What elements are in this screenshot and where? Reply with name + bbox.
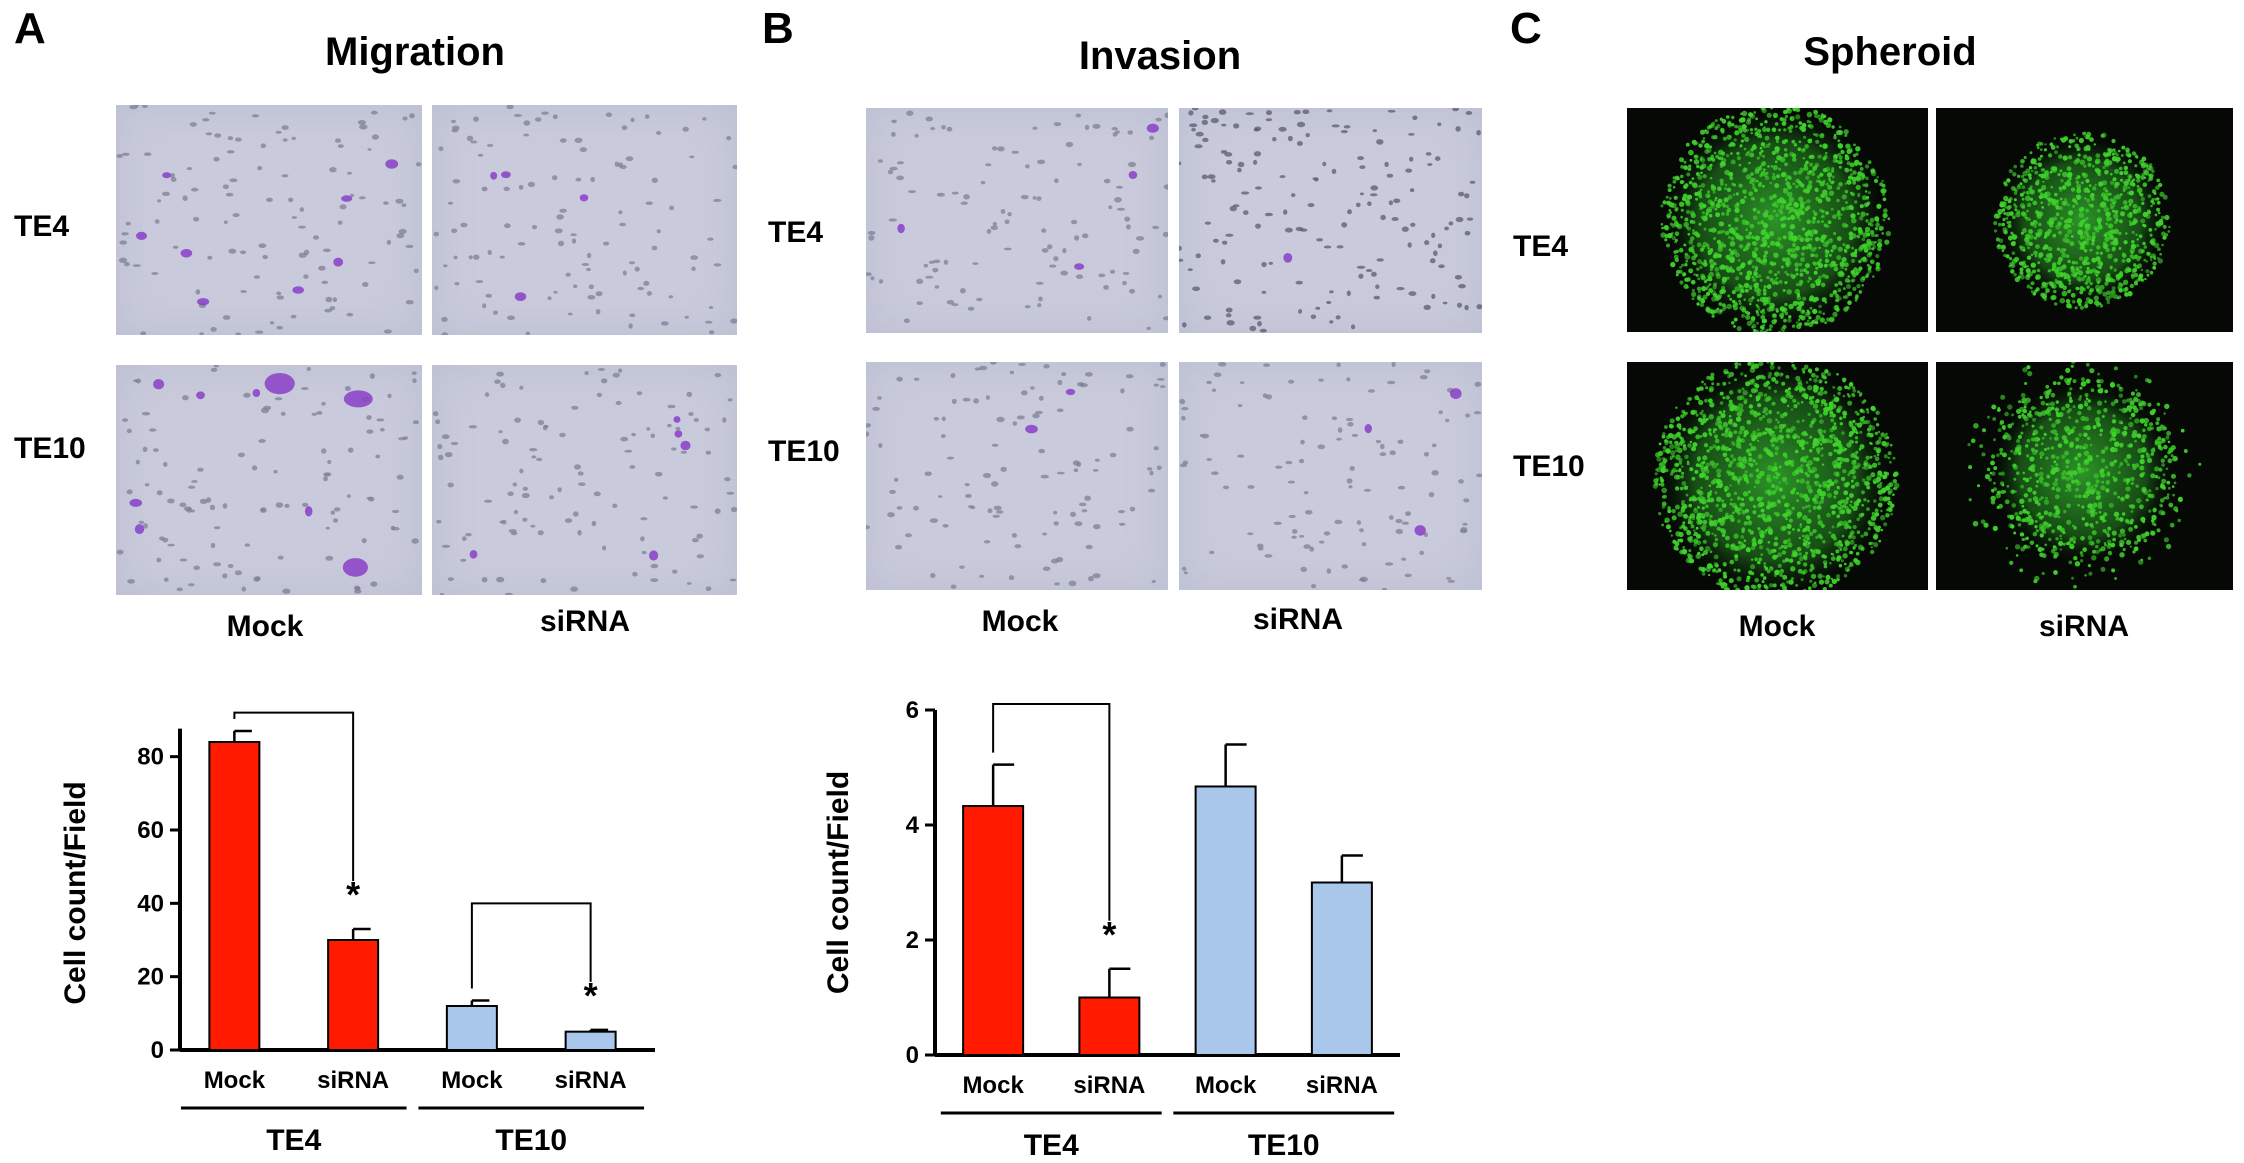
micrograph-a-te10-sirna: [432, 365, 737, 595]
y-tick-label: 4: [906, 812, 920, 839]
bar: [962, 805, 1025, 1057]
panel-letter-b: B: [762, 4, 794, 53]
bar: [327, 939, 380, 1051]
bar: [445, 1005, 498, 1051]
error-bar: [1108, 967, 1131, 998]
bar: [1194, 785, 1257, 1056]
row-label-te10: TE10: [14, 432, 86, 465]
row-label-te4: TE4: [768, 216, 824, 249]
significance-bracket: [470, 902, 592, 989]
x-tick-label: siRNA: [1306, 1072, 1378, 1099]
micrograph-b-te4-mock: [866, 108, 1168, 333]
error-bar: [1340, 854, 1363, 883]
bar: [208, 741, 261, 1051]
row-label-te4: TE4: [1513, 230, 1569, 263]
significance-star: *: [1102, 914, 1116, 955]
y-tick-label: 2: [906, 927, 919, 954]
row-label-te10: TE10: [768, 435, 840, 468]
y-tick-label: 0: [151, 1037, 164, 1064]
x-tick-label: Mock: [962, 1072, 1024, 1099]
bar: [1310, 881, 1373, 1056]
y-tick-label: 0: [906, 1042, 919, 1069]
y-tick-label: 40: [137, 890, 164, 917]
x-tick-label: Mock: [204, 1067, 266, 1094]
micrograph-a-te4-sirna: [432, 105, 737, 335]
y-axis-label: Cell count/Field: [822, 771, 855, 994]
error-bar: [233, 729, 252, 742]
col-label-mock: Mock: [1738, 610, 1816, 643]
panel-title-invasion: Invasion: [1078, 34, 1242, 78]
bar-chart-migration: 0 20 40 60 80 Cell count/Field Mock siRNA Mock si…: [40, 680, 700, 1160]
y-axis-label: Cell count/Field: [59, 781, 92, 1004]
col-label-sirna: siRNA: [2038, 610, 2129, 643]
y-tick-label: 80: [137, 744, 164, 771]
group-label: TE4: [266, 1124, 321, 1157]
group-label: TE4: [1024, 1129, 1079, 1160]
error-bar: [351, 927, 371, 940]
group-label: TE10: [495, 1124, 567, 1157]
x-tick-label: siRNA: [317, 1067, 389, 1094]
spheroid-te10-sirna: [1936, 362, 2233, 590]
panel-title-migration: Migration: [325, 30, 505, 74]
micrograph-a-te10-mock: [116, 365, 422, 595]
bar: [564, 1030, 617, 1051]
x-tick-label: Mock: [1195, 1072, 1257, 1099]
col-label-sirna: siRNA: [539, 605, 630, 638]
row-label-te4: TE4: [14, 210, 70, 243]
micrograph-b-te10-sirna: [1179, 362, 1482, 590]
significance-star: *: [584, 975, 598, 1016]
col-label-mock: Mock: [226, 610, 304, 643]
micrograph-b-te4-sirna: [1179, 108, 1482, 333]
x-tick-label: siRNA: [1073, 1072, 1145, 1099]
error-bar: [1224, 743, 1247, 787]
panel-letter-c: C: [1510, 4, 1542, 53]
micrograph-a-te4-mock: [116, 105, 422, 335]
panel-letter-a: A: [14, 4, 46, 53]
x-tick-label: siRNA: [555, 1067, 627, 1094]
spheroid-te4-mock: [1627, 108, 1928, 332]
group-label: TE10: [1248, 1129, 1320, 1160]
error-bar: [991, 763, 1015, 807]
error-bar: [589, 1028, 609, 1032]
bar-chart-invasion: 0 2 4 6 Cell count/Field Mock siRNA Mock siRNA TE…: [810, 680, 1450, 1160]
y-tick-label: 6: [906, 697, 919, 724]
row-label-te10: TE10: [1513, 450, 1585, 483]
micrograph-b-te10-mock: [866, 362, 1168, 590]
chart-svg: 0 2 4 6 Cell count/Field Mock siRNA Mock siRNA TE…: [822, 697, 1400, 1160]
spheroid-te10-mock: [1627, 362, 1928, 590]
col-label-mock: Mock: [981, 605, 1059, 638]
y-tick-label: 20: [137, 964, 164, 991]
significance-bracket: [992, 703, 1111, 921]
spheroid-te4-sirna: [1936, 108, 2233, 332]
y-tick-label: 60: [137, 817, 164, 844]
significance-star: *: [346, 874, 360, 915]
significance-bracket: [233, 711, 355, 881]
x-tick-label: Mock: [441, 1067, 503, 1094]
panel-title-spheroid: Spheroid: [1803, 30, 1977, 74]
chart-svg: 0 20 40 60 80 Cell count/Field Mock siRNA Mock si…: [59, 711, 655, 1157]
error-bar: [470, 999, 490, 1006]
bar: [1078, 996, 1141, 1056]
col-label-sirna: siRNA: [1252, 603, 1343, 636]
